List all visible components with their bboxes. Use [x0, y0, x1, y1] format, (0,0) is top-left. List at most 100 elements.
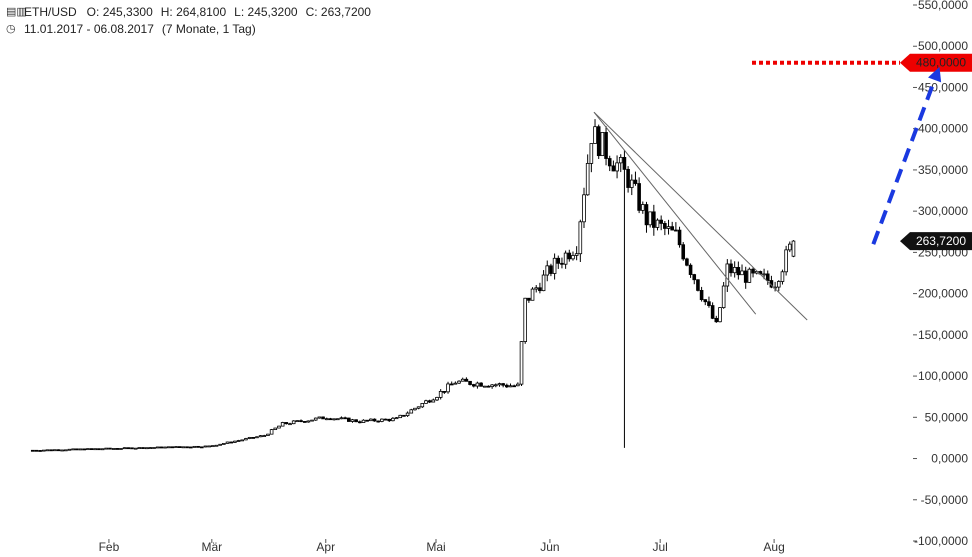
candle-body	[762, 273, 766, 276]
candle-body	[600, 132, 605, 157]
candle-body	[321, 416, 325, 420]
candle-body	[629, 179, 634, 188]
candle-body	[688, 264, 693, 275]
y-tick-label: 50,0000	[925, 410, 969, 424]
candle-body	[604, 132, 608, 159]
candle-body	[607, 158, 612, 167]
candle-body	[655, 219, 660, 228]
candle-body	[89, 448, 94, 451]
y-tick-label: -100,0000	[914, 534, 968, 548]
candle-body	[519, 341, 524, 385]
candle-body	[666, 226, 671, 229]
candle-body	[273, 427, 278, 431]
candle-body	[78, 448, 83, 451]
candle-body	[677, 229, 682, 246]
candle-body	[740, 270, 744, 276]
y-tick-label: 350,0000	[918, 163, 968, 177]
trendline	[593, 111, 757, 315]
candle-body	[358, 421, 362, 424]
y-tick-label: 100,0000	[918, 369, 968, 383]
candle-body	[446, 383, 450, 393]
candle-body	[376, 420, 380, 423]
candle-body	[177, 446, 182, 448]
y-tick-label: 0,0000	[931, 452, 968, 466]
candle-body	[108, 447, 112, 450]
candle-body	[479, 382, 483, 387]
candle-body	[424, 400, 428, 404]
candle-body	[618, 156, 623, 164]
candle-body	[354, 419, 358, 423]
candle-body	[343, 417, 347, 420]
candle-body	[350, 419, 355, 422]
candle-body	[233, 440, 237, 443]
candle-body	[207, 445, 211, 448]
candle-body	[133, 447, 138, 450]
x-tick-label: Mär	[201, 540, 222, 554]
candle-body	[420, 402, 425, 408]
close-label: C:	[305, 5, 318, 19]
target-price-label: 480,0000	[916, 56, 966, 70]
candle-body	[743, 270, 748, 283]
candle-body	[552, 257, 557, 274]
candle-body	[258, 435, 263, 438]
candle-body	[306, 420, 311, 423]
candle-body	[372, 418, 377, 422]
candle-body	[170, 446, 175, 449]
candle-body	[567, 252, 572, 260]
candle-body	[34, 449, 39, 452]
candle-body	[747, 268, 752, 283]
candle-body	[589, 143, 594, 164]
candle-body	[82, 448, 87, 451]
candle-body	[681, 244, 686, 260]
candle-body	[199, 446, 204, 449]
candle-body	[442, 390, 447, 393]
last-price-tag	[900, 232, 972, 251]
candle-body	[501, 383, 505, 386]
candle-body	[391, 417, 395, 422]
candle-body	[751, 268, 755, 274]
candle-body	[659, 219, 663, 224]
x-tick-label: Mai	[426, 540, 445, 554]
x-axis: Feb Mär Apr Mai Jun Jul Aug	[99, 539, 785, 554]
candle-body	[196, 445, 200, 448]
y-tick-label: 200,0000	[918, 287, 968, 301]
candle-body	[545, 265, 550, 276]
candle-body	[490, 384, 494, 388]
candle-body	[291, 420, 296, 425]
candle-body	[64, 449, 68, 452]
candle-body	[707, 301, 711, 306]
candle-body	[508, 385, 513, 388]
candle-body	[641, 204, 645, 211]
candle-body	[332, 418, 336, 421]
candle-body	[530, 288, 535, 301]
candle-body	[670, 226, 674, 231]
candle-body	[685, 258, 689, 266]
candle-body	[765, 273, 770, 281]
candle-body	[335, 418, 340, 421]
candle-body	[527, 297, 531, 301]
candle-body	[482, 385, 487, 388]
candle-body	[141, 447, 145, 449]
chart-header: ▤▥ ETH/USD O: 245,3300 H: 264,8100 L: 24…	[6, 4, 371, 38]
candle-body	[181, 446, 186, 449]
candle-body	[211, 445, 215, 448]
candle-body	[126, 447, 131, 450]
candle-body	[218, 443, 222, 446]
candle-body	[30, 449, 35, 452]
candle-body	[431, 399, 436, 403]
open-label: O:	[86, 5, 100, 19]
candle-body	[475, 382, 480, 387]
candle-body	[225, 441, 230, 444]
candle-body	[453, 382, 458, 385]
trendline	[593, 111, 808, 321]
candle-body	[60, 449, 64, 452]
candle-body	[438, 390, 443, 398]
candle-body	[427, 400, 432, 403]
candle-body	[240, 439, 245, 442]
candle-body	[460, 378, 465, 382]
candle-body	[402, 414, 406, 417]
candle-body	[155, 446, 160, 449]
candle-body	[405, 412, 410, 417]
candle-body	[262, 435, 267, 437]
